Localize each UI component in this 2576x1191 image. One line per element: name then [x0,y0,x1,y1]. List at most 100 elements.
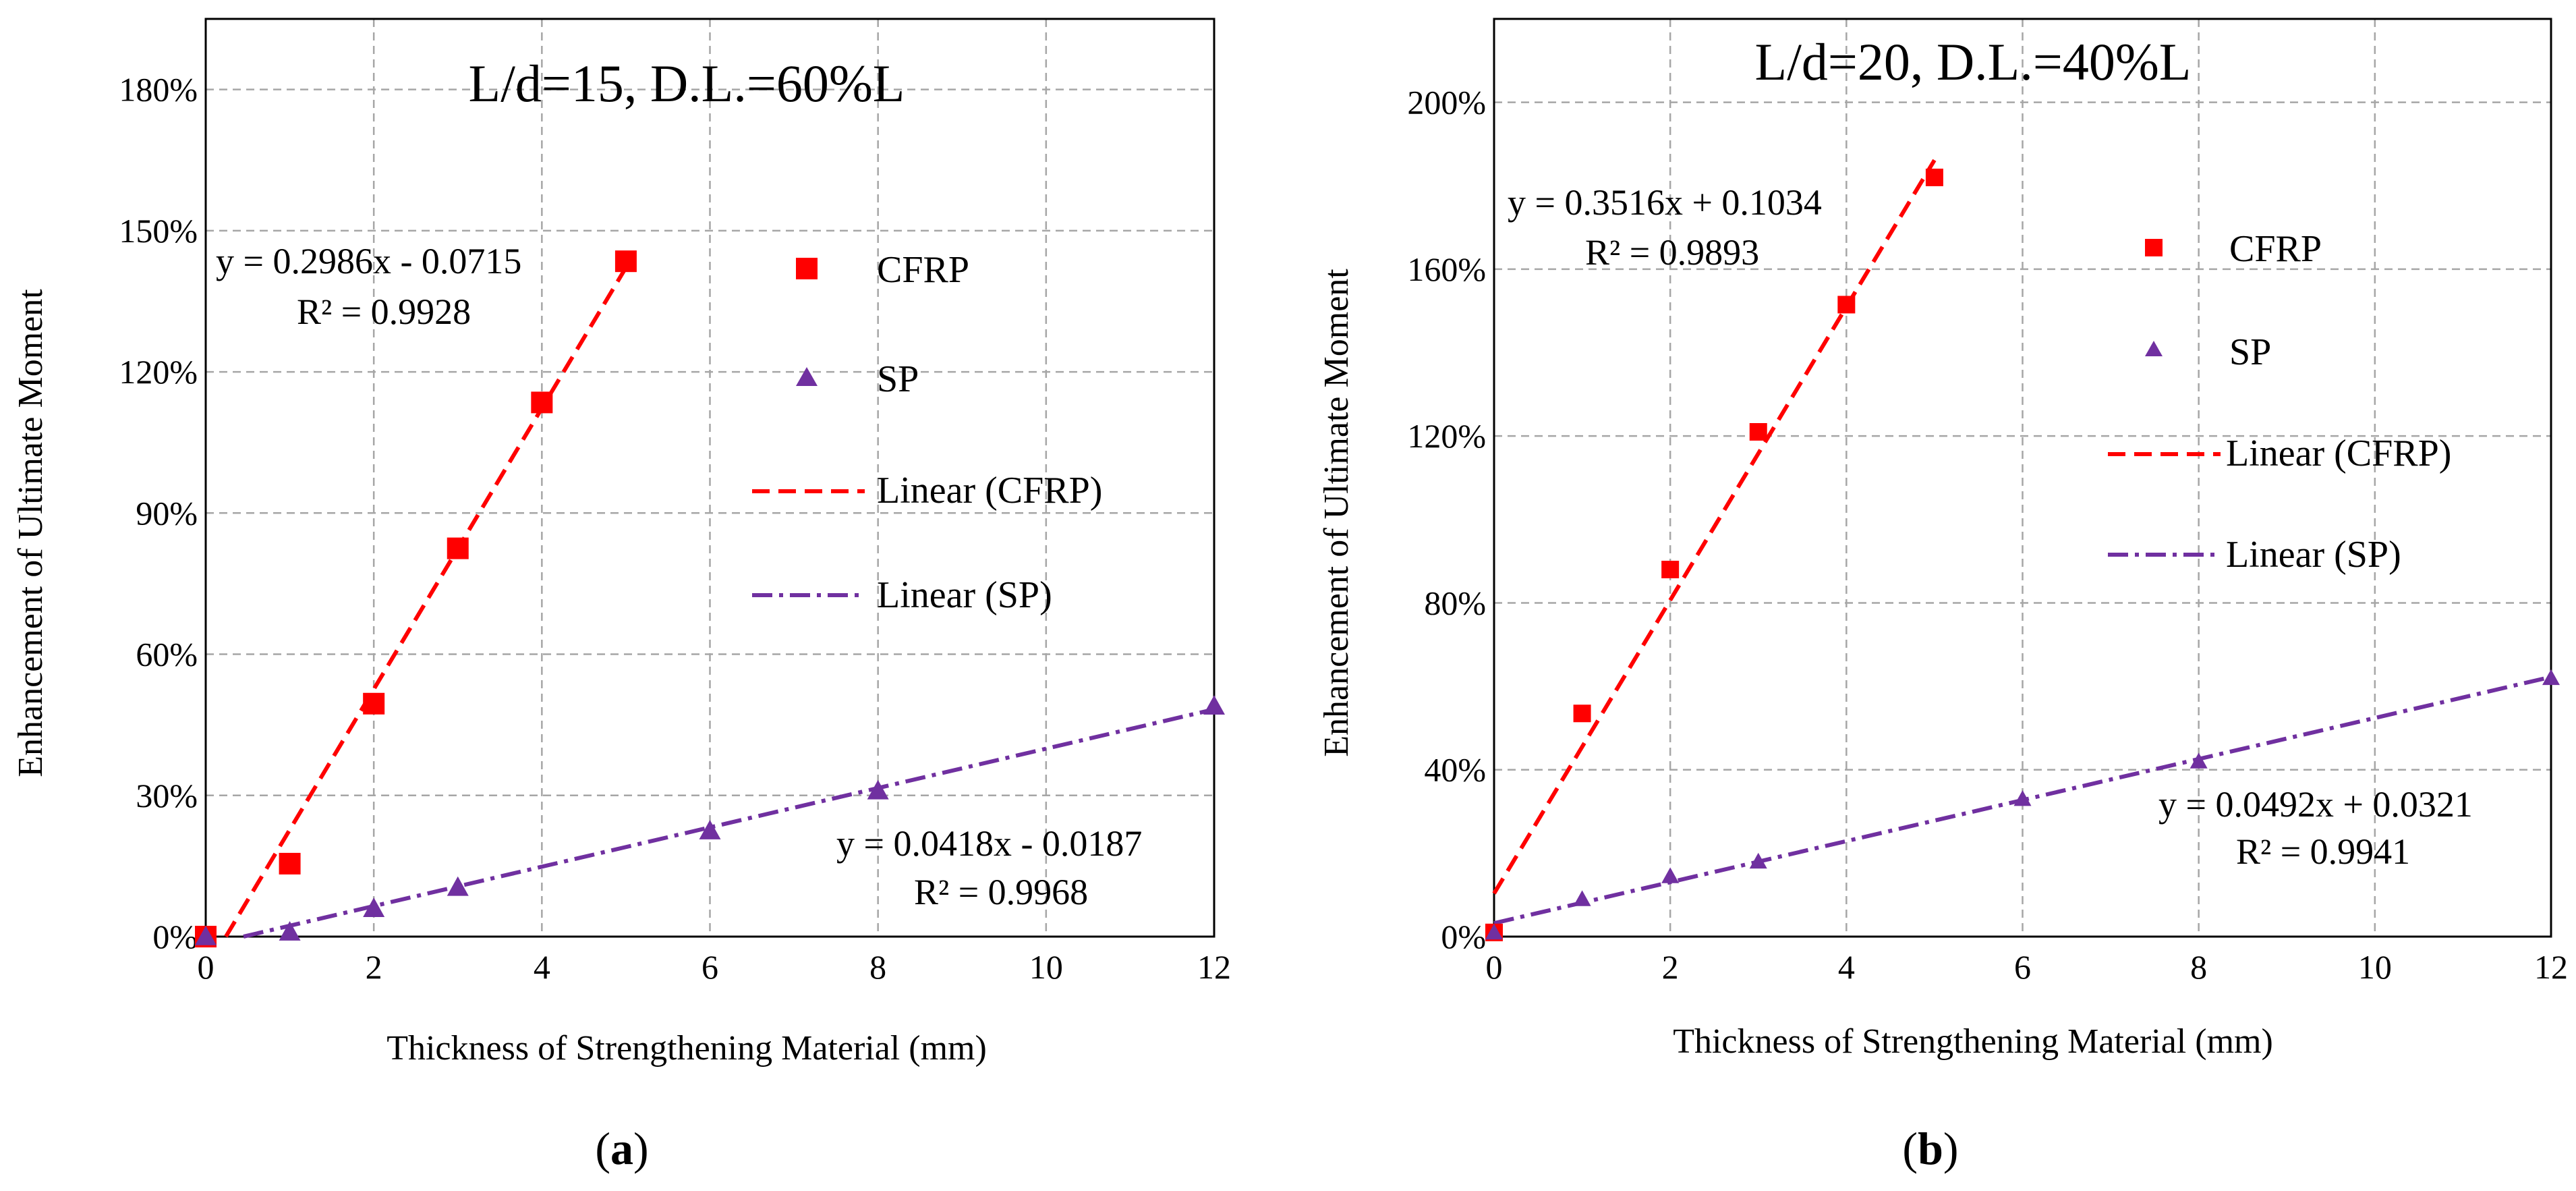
gridlines-b [1493,18,2552,938]
plot-border [1493,18,2552,938]
legend-item-cfrp: CFRP [796,249,969,291]
data-point-cfrp [363,692,385,715]
equation-text: y = 0.0418x - 0.0187 [836,823,1142,864]
legend-item-linear-sp: Linear (SP) [752,574,1052,616]
x-tick-labels-b: 0 2 4 6 8 10 12 [1486,948,2569,986]
equation-sp-b: y = 0.0492x + 0.0321 R² = 0.9941 [2158,784,2473,872]
data-point-cfrp [447,537,469,559]
data-point-sp [699,820,721,839]
data-point-sp [195,926,217,945]
data-point-sp [2189,752,2208,769]
data-point-cfrp [1661,561,1680,578]
caption-close: ) [1943,1123,1959,1174]
legend-item-linear-cfrp: Linear (CFRP) [752,470,1102,511]
x-tick-label: 4 [534,948,550,986]
y-tick-label: 0% [1441,918,1486,955]
y-tick-label: 40% [1424,751,1486,789]
legend-label: Linear (CFRP) [877,470,1102,511]
data-point-sp [363,897,385,917]
x-tick-label: 12 [1197,948,1231,986]
data-point-cfrp [1749,423,1767,441]
legend-label: Linear (SP) [877,574,1052,616]
y-tick-label: 200% [1407,84,1486,121]
data-point-sp [1203,695,1225,715]
legend-item-linear-sp: Linear (SP) [2108,534,2401,576]
data-point-cfrp [1925,168,1943,186]
legend-label: CFRP [877,249,969,291]
data-point-sp [447,876,469,896]
x-tick-labels-a: 0 2 4 6 8 10 12 [198,948,1232,986]
caption-letter: a [610,1123,633,1174]
y-tick-label: 120% [119,353,198,391]
data-point-sp [2013,790,2032,806]
caption-open: ( [595,1123,610,1174]
equation-sp-a: y = 0.0418x - 0.0187 R² = 0.9968 [836,823,1142,912]
y-tick-label: 150% [119,212,198,250]
legend-label: Linear (CFRP) [2226,433,2451,474]
x-tick-label: 8 [2190,948,2207,986]
x-tick-label: 0 [1486,948,1503,986]
r-squared-text: R² = 0.9928 [297,292,471,332]
chart-panel-b: 0 2 4 6 8 10 12 0% 40% 80% 120% 160% 200% L/d=20, D… [1317,18,2569,1174]
chart-panel-a: 0 2 4 6 8 10 12 0% 30% 60% 90% 120% 150% 180% L/d=15… [11,18,1232,1174]
data-point-cfrp [279,852,301,875]
data-point-sp [1749,852,1767,869]
legend-triangle-marker [2145,341,2163,356]
plot-border [204,18,1215,938]
x-tick-label: 4 [1838,948,1855,986]
y-tick-label: 160% [1407,250,1486,288]
data-points-a [195,250,1225,947]
legend-item-cfrp: CFRP [2145,228,2322,270]
r-squared-text: R² = 0.9968 [914,872,1088,912]
y-tick-label: 0% [152,918,198,955]
x-tick-label: 2 [366,948,382,986]
x-axis-label-a: Thickness of Strengthening Material (mm) [387,1029,987,1068]
data-point-sp [1485,923,1503,940]
legend-square-marker [2145,239,2163,256]
x-tick-label: 8 [869,948,886,986]
legend-label: CFRP [2229,228,2322,270]
x-axis-label-b: Thickness of Strengthening Material (mm) [1673,1022,2273,1061]
y-tick-labels-b: 0% 40% 80% 120% 160% 200% [1407,84,1486,955]
y-tick-label: 30% [136,777,198,814]
y-axis-label-a: Enhancement of Ultimate Moment [11,289,50,777]
legend-triangle-marker [796,367,818,386]
legend-label: SP [2229,331,2271,373]
data-point-sp [1573,890,1591,906]
data-point-cfrp [614,250,637,273]
chart-title-b: L/d=20, D.L.=40%L [1755,32,2192,91]
data-point-sp [867,779,889,800]
legend-b: CFRP SP Linear (CFRP) Linear (SP) [2108,228,2451,576]
legend-label: Linear (SP) [2226,534,2401,576]
legend-a: CFRP SP Linear (CFRP) Linear (SP) [752,249,1102,616]
x-tick-label: 6 [2014,948,2031,986]
y-tick-label: 60% [136,636,198,673]
y-tick-label: 80% [1424,584,1486,621]
x-tick-label: 12 [2534,948,2568,986]
r-squared-text: R² = 0.9941 [2236,831,2410,872]
caption-letter: b [1918,1123,1943,1174]
caption-b: (b) [1902,1123,1958,1174]
data-point-sp [279,921,301,941]
data-point-cfrp [1837,296,1856,314]
equation-cfrp-a: y = 0.2986x - 0.0715 R² = 0.9928 [216,241,521,332]
x-tick-label: 10 [1029,948,1063,986]
x-tick-label: 2 [1662,948,1679,986]
chart-title-a: L/d=15, D.L.=60%L [469,54,905,113]
equation-text: y = 0.2986x - 0.0715 [216,241,521,281]
caption-a: (a) [595,1123,648,1174]
r-squared-text: R² = 0.9893 [1585,232,1759,273]
equation-text: y = 0.3516x + 0.1034 [1508,182,1822,223]
equation-cfrp-b: y = 0.3516x + 0.1034 R² = 0.9893 [1508,182,1822,273]
y-axis-label-b: Enhancement of Ultimate Moment [1317,269,1356,757]
x-tick-label: 6 [702,948,718,986]
trendline-sp [243,707,1215,939]
x-tick-label: 0 [198,948,214,986]
trendline-cfrp [1492,159,1937,895]
legend-square-marker [796,258,818,279]
legend-item-linear-cfrp: Linear (CFRP) [2108,433,2451,474]
data-points-b [1485,168,2560,941]
equation-text: y = 0.0492x + 0.0321 [2158,784,2473,825]
y-tick-label: 180% [119,71,198,109]
